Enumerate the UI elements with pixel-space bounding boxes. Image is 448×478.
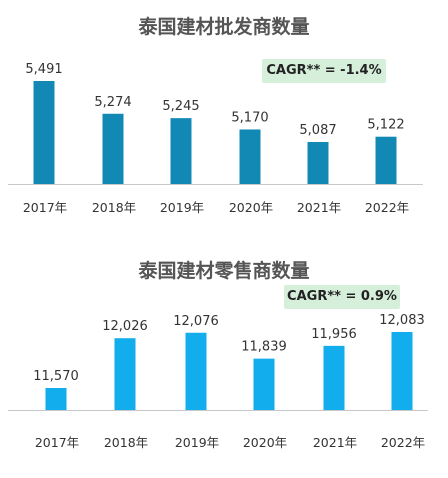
wholesaler-bar-plot: 5,491 2017年 5,274 2018年 5,245 2019年 5,170 2020年…	[8, 62, 423, 215]
bar-2021年	[307, 142, 329, 184]
wholesaler-chart: 泰国建材批发商数量 CAGR** = -1.4% 5,491 2017年 5,274…	[0, 0, 448, 230]
bar-2022年	[375, 136, 397, 184]
bar-2019年	[170, 118, 192, 184]
bar-2021年	[323, 345, 345, 410]
value-label: 11,570	[33, 369, 79, 384]
category-label: 2022年	[381, 435, 425, 450]
bar-2018年	[102, 113, 124, 184]
bar-2017年	[33, 81, 55, 184]
category-label: 2020年	[229, 200, 273, 215]
category-label: 2022年	[365, 200, 409, 215]
value-label: 11,956	[311, 327, 357, 342]
category-label: 2021年	[297, 200, 341, 215]
bar-2020年	[253, 358, 275, 410]
category-label: 2018年	[92, 200, 136, 215]
bar-2017年	[45, 388, 67, 410]
cagr-annotation: CAGR** = 0.9%	[284, 285, 400, 309]
value-label: 11,839	[241, 340, 287, 355]
category-label: 2020年	[243, 435, 287, 450]
category-label: 2018年	[104, 435, 148, 450]
bar-2019年	[185, 332, 207, 410]
value-label: 5,274	[94, 95, 131, 110]
category-label: 2017年	[35, 435, 79, 450]
retailer-chart: 泰国建材零售商数量 CAGR** = 0.9% 11,570 2017年 12,02…	[0, 244, 448, 478]
cagr-annotation: CAGR** = -1.4%	[262, 59, 386, 83]
value-label: 5,122	[367, 118, 404, 133]
category-label: 2017年	[23, 200, 67, 215]
value-label: 5,087	[299, 123, 336, 138]
value-label: 5,245	[162, 99, 199, 114]
value-label: 5,491	[25, 62, 62, 77]
chart-title: 泰国建材零售商数量	[138, 260, 310, 282]
value-label: 12,076	[173, 314, 219, 329]
chart-title: 泰国建材批发商数量	[138, 16, 310, 38]
category-label: 2019年	[160, 200, 204, 215]
value-label: 12,026	[102, 319, 148, 334]
category-label: 2021年	[313, 435, 357, 450]
value-label: 5,170	[231, 110, 268, 125]
bar-2020年	[239, 129, 261, 184]
retailer-bar-plot: 11,570 2017年 12,026 2018年 12,076 2019年 11,839 2…	[8, 313, 428, 450]
bar-2022年	[391, 332, 413, 410]
category-label: 2019年	[175, 435, 219, 450]
bar-2018年	[114, 338, 136, 410]
value-label: 12,083	[379, 313, 425, 328]
